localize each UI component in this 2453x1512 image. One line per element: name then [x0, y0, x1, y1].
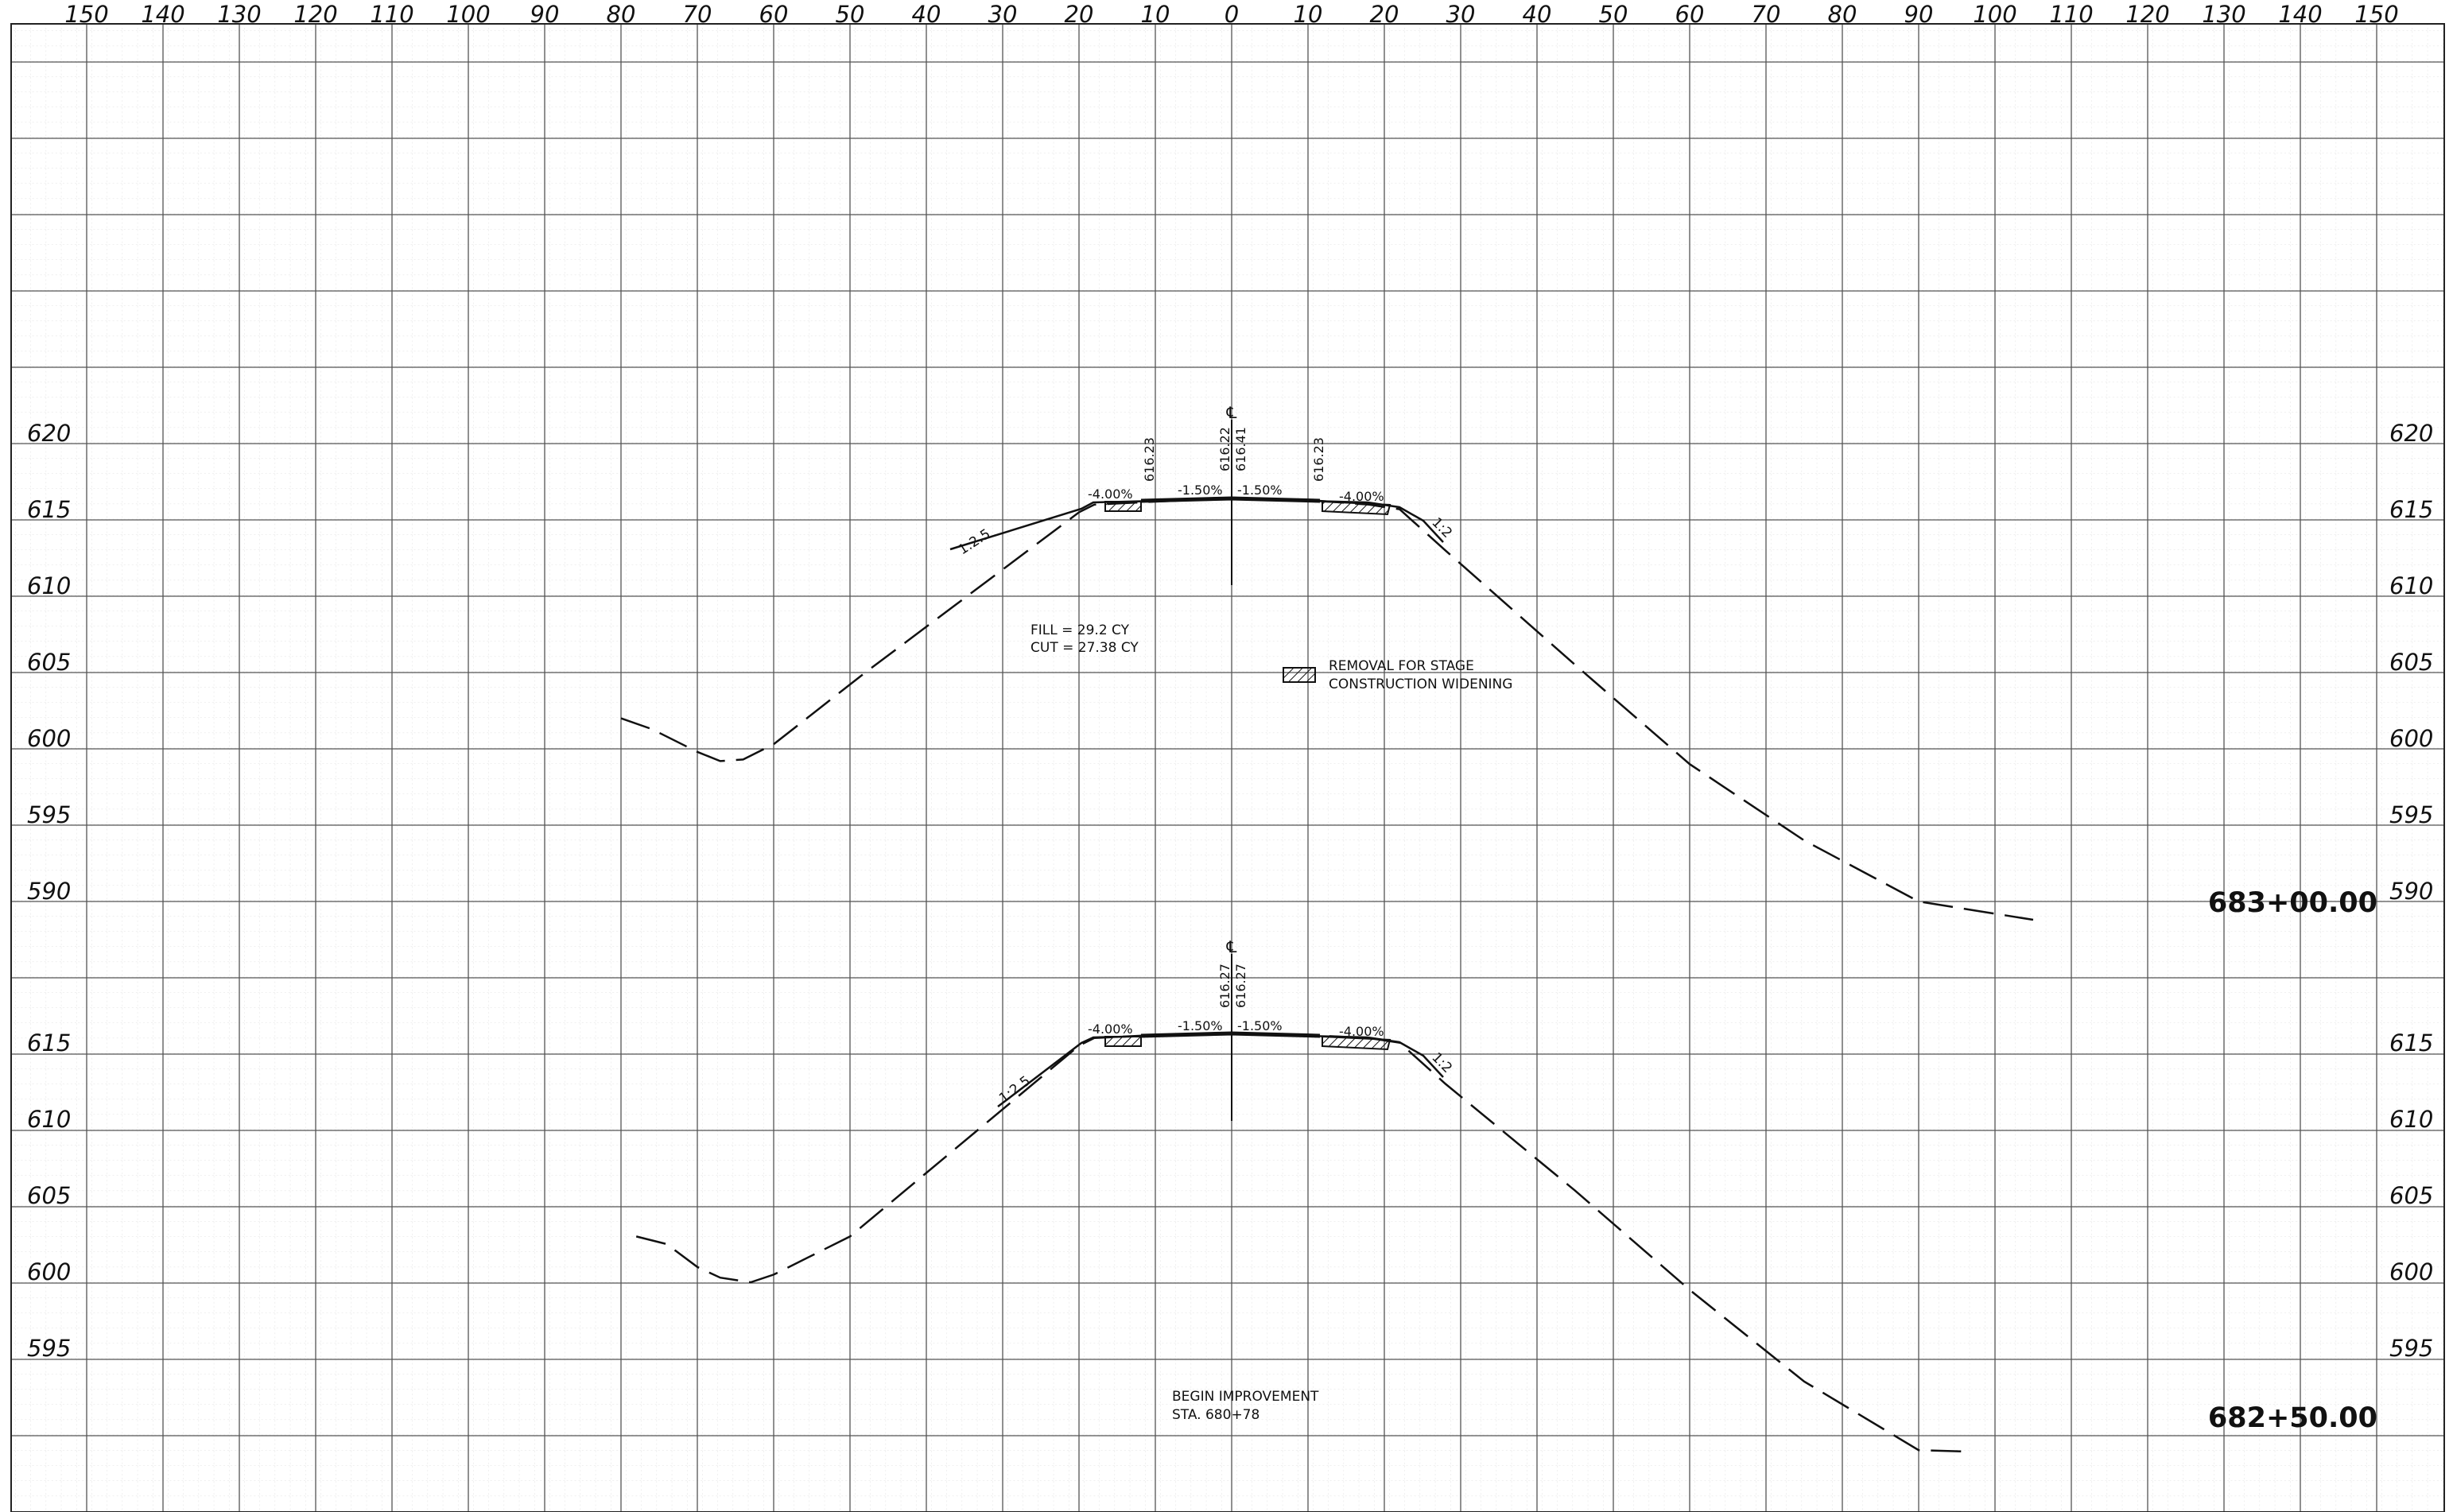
elevation-label-right: 605	[2389, 649, 2433, 676]
offset-tick-label: 30	[1446, 1, 1476, 28]
upper-fill-volume: FILL = 29.2 CY	[1030, 622, 1130, 638]
upper-cut-volume: CUT = 27.38 CY	[1030, 640, 1139, 656]
elevation-label-left: 620	[27, 420, 71, 447]
offset-tick-label: 140	[141, 1, 184, 28]
lower-slope-right-shoulder: -4.00%	[1339, 1024, 1384, 1039]
elevation-label-left: 600	[27, 725, 71, 752]
fine-grid	[11, 24, 2444, 1512]
upper-slope-right-lane: -1.50%	[1237, 483, 1283, 498]
offset-tick-label: 100	[446, 1, 490, 28]
upper-elev-cl-b: 616.41	[1233, 427, 1248, 471]
elevation-label-right: 600	[2389, 725, 2433, 752]
lower-station-label: 682+50.00	[2208, 1402, 2377, 1434]
upper-centerline-symbol: ℄	[1226, 403, 1237, 422]
elevation-label-right: 605	[2389, 1182, 2433, 1209]
lower-slope-left-lane: -1.50%	[1178, 1018, 1223, 1033]
elevation-label-left: 605	[27, 1182, 71, 1209]
offset-tick-label: 130	[217, 1, 261, 28]
elevation-label-right: 610	[2389, 572, 2433, 599]
lower-note-line-1: BEGIN IMPROVEMENT	[1172, 1389, 1319, 1405]
elevation-label-left: 605	[27, 649, 71, 676]
offset-tick-label: 70	[1752, 1, 1781, 28]
elevation-label-right: 600	[2389, 1258, 2433, 1285]
upper-slope-left-shoulder: -4.00%	[1088, 487, 1133, 502]
elevation-label-left: 610	[27, 572, 71, 599]
upper-cross-section: ℄ 616.23 616.22 616.41 616.23 -4.00% -1.…	[620, 403, 2377, 921]
major-grid	[11, 24, 2444, 1512]
upper-elev-right-edge: 616.23	[1311, 437, 1326, 482]
offset-tick-label: 30	[988, 1, 1018, 28]
offset-tick-label: 10	[1294, 1, 1323, 28]
legend-line-1: REMOVAL FOR STAGE	[1329, 658, 1474, 674]
offset-tick-label: 70	[683, 1, 712, 28]
elevation-label-left: 615	[27, 496, 71, 523]
offset-tick-label: 40	[912, 1, 941, 28]
elevation-label-right: 615	[2389, 496, 2433, 523]
upper-removal-hatch-left	[1104, 501, 1142, 512]
offset-tick-label: 10	[1141, 1, 1170, 28]
offset-tick-label: 90	[530, 1, 560, 28]
offset-tick-label: 110	[2049, 1, 2093, 28]
legend-line-2: CONSTRUCTION WIDENING	[1329, 677, 1512, 692]
offset-tick-label: 80	[1828, 1, 1857, 28]
lower-note-line-2: STA. 680+78	[1172, 1407, 1259, 1423]
upper-elev-cl-a: 616.22	[1217, 427, 1232, 471]
offset-tick-label: 80	[607, 1, 636, 28]
offset-tick-label: 20	[1370, 1, 1399, 28]
lower-centerline-symbol: ℄	[1226, 937, 1237, 956]
elevation-label-right: 620	[2389, 420, 2433, 447]
offset-tick-label: 60	[759, 1, 789, 28]
lower-removal-hatch-right	[1322, 1035, 1391, 1051]
lower-slope-right-lane: -1.50%	[1237, 1018, 1283, 1033]
elevation-axis-lower: 615 615 610 610 605 605 600 600 595 595	[27, 1029, 2433, 1362]
elevation-label-right: 590	[2389, 878, 2433, 905]
upper-slope-right-shoulder: -4.00%	[1339, 489, 1384, 504]
elevation-label-right: 595	[2389, 1335, 2433, 1362]
offset-tick-label: 50	[1599, 1, 1628, 28]
offset-tick-label: 40	[1523, 1, 1552, 28]
lower-elev-cl-a: 616.27	[1217, 963, 1232, 1008]
elevation-label-left: 595	[27, 1335, 71, 1362]
offset-tick-label: 20	[1065, 1, 1094, 28]
elevation-label-right: 615	[2389, 1029, 2433, 1056]
offset-tick-label: 90	[1904, 1, 1934, 28]
upper-removal-hatch-right	[1322, 500, 1391, 516]
elevation-label-left: 600	[27, 1258, 71, 1285]
lower-elev-cl-b: 616.27	[1233, 963, 1248, 1008]
elevation-axis-upper: 620 620 615 615 610 610 605 605 600 600 595 595 590 5…	[27, 420, 2433, 905]
offset-tick-label: 150	[64, 1, 108, 28]
upper-slope-left-lane: -1.50%	[1178, 483, 1223, 498]
offset-tick-label: 120	[2125, 1, 2169, 28]
elevation-label-right: 610	[2389, 1106, 2433, 1133]
sheet-border	[10, 23, 2445, 1512]
elevation-label-left: 610	[27, 1106, 71, 1133]
offset-tick-label: 0	[1225, 1, 1239, 28]
offset-tick-label: 140	[2278, 1, 2322, 28]
legend-hatch-swatch	[1283, 667, 1316, 683]
offset-tick-label: 50	[836, 1, 865, 28]
elevation-label-right: 595	[2389, 801, 2433, 828]
offset-tick-label: 130	[2202, 1, 2245, 28]
upper-station-label: 683+00.00	[2208, 887, 2377, 919]
lower-slope-left-shoulder: -4.00%	[1088, 1022, 1133, 1037]
offset-tick-label: 60	[1675, 1, 1705, 28]
offset-tick-label: 100	[1973, 1, 2016, 28]
elevation-label-left: 590	[27, 878, 71, 905]
upper-elev-left-edge: 616.23	[1142, 437, 1157, 482]
elevation-label-left: 615	[27, 1029, 71, 1056]
elevation-label-left: 595	[27, 801, 71, 828]
offset-axis: 150 140 130 120 110 100 90 80 70 60 50 40 30 20 10 0 10 2…	[64, 1, 2398, 28]
lower-removal-hatch-left	[1104, 1036, 1142, 1047]
offset-tick-label: 150	[2354, 1, 2398, 28]
offset-tick-label: 110	[370, 1, 413, 28]
offset-tick-label: 120	[293, 1, 337, 28]
